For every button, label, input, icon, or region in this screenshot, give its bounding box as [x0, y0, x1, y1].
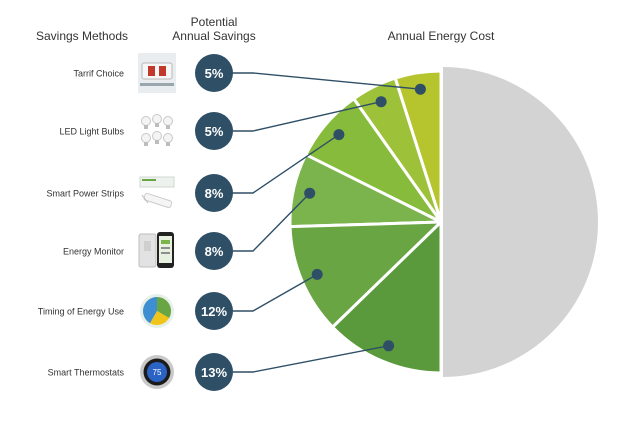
connector-dot	[383, 340, 395, 352]
savings-method-label: Timing of Energy Use	[38, 307, 124, 317]
connector-dot	[304, 187, 316, 199]
savings-method-label: Tarrif Choice	[73, 69, 124, 79]
thermostat-reading: 75	[153, 368, 162, 377]
connector-dot	[311, 268, 323, 280]
energy-monitor-icon	[138, 232, 174, 268]
savings-value-label: 8%	[205, 186, 224, 201]
savings-slice	[331, 220, 443, 375]
savings-value-label: 5%	[205, 66, 224, 81]
savings-badge	[195, 353, 233, 391]
savings-method-label: Smart Power Strips	[46, 189, 124, 199]
potential-savings-header-line1: Potential	[191, 15, 238, 29]
savings-value-label: 13%	[201, 365, 227, 380]
savings-slice	[288, 220, 443, 329]
connector-line	[233, 134, 340, 194]
remaining-cost-slice	[443, 67, 598, 377]
savings-badge	[195, 112, 233, 150]
savings-method-label: LED Light Bulbs	[59, 127, 124, 137]
savings-rows: Tarrif Choice 5% LED Light Bulbs 5% Smart Po…	[38, 53, 233, 391]
savings-method-label: Energy Monitor	[63, 247, 124, 257]
savings-value-label: 5%	[205, 124, 224, 139]
connector-dot	[414, 83, 426, 95]
electric-meter-icon	[138, 53, 176, 93]
connector-line	[233, 192, 311, 252]
annual-energy-cost-header: Annual Energy Cost	[388, 29, 495, 43]
savings-badge	[195, 232, 233, 270]
savings-badge	[195, 292, 233, 330]
savings-value-label: 12%	[201, 304, 227, 319]
pie	[288, 67, 598, 377]
thermostat-icon: 75	[140, 355, 174, 389]
connectors	[233, 72, 426, 373]
connector-dot	[333, 129, 345, 141]
savings-value-label: 8%	[205, 244, 224, 259]
connector-line	[233, 72, 421, 90]
power-strip-icon	[139, 176, 175, 209]
savings-badge	[195, 54, 233, 92]
potential-savings-header-line2: Annual Savings	[172, 29, 255, 43]
connector-line	[233, 101, 382, 132]
savings-method-label: Smart Thermostats	[48, 368, 125, 378]
connector-line	[233, 273, 318, 312]
led-bulbs-icon	[141, 114, 173, 146]
savings-badge	[195, 174, 233, 212]
connector-line	[233, 345, 389, 373]
savings-methods-header: Savings Methods	[36, 29, 128, 43]
connector-dot	[375, 96, 387, 108]
time-of-use-chart-icon	[140, 294, 174, 328]
